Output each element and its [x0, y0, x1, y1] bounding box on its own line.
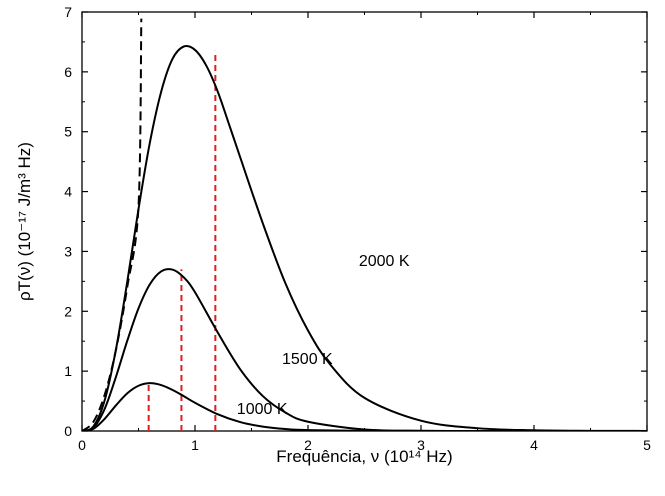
series-line	[82, 268, 647, 431]
x-tick-label: 4	[530, 437, 538, 453]
y-tick-label: 2	[64, 303, 72, 319]
y-tick-label: 6	[64, 64, 72, 80]
series-label: 1500 K	[282, 351, 333, 368]
asymptote-line	[82, 18, 143, 431]
x-tick-label: 2	[304, 437, 312, 453]
series-label: 2000 K	[359, 253, 410, 270]
x-tick-label: 0	[78, 437, 86, 453]
y-tick-label: 4	[64, 184, 72, 200]
x-tick-label: 3	[417, 437, 425, 453]
x-axis-title: Frequência, ν (10¹⁴ Hz)	[276, 447, 452, 466]
series-line	[82, 382, 647, 431]
y-axis-title: ρT(ν) (10⁻¹⁷ J/m³ Hz)	[15, 142, 34, 301]
y-tick-label: 3	[64, 243, 72, 259]
x-tick-label: 1	[191, 437, 199, 453]
x-tick-label: 5	[643, 437, 651, 453]
y-tick-label: 1	[64, 363, 72, 379]
y-tick-label: 5	[64, 124, 72, 140]
y-tick-label: 0	[64, 423, 72, 439]
y-tick-label: 7	[64, 4, 72, 20]
series-line	[82, 45, 647, 431]
